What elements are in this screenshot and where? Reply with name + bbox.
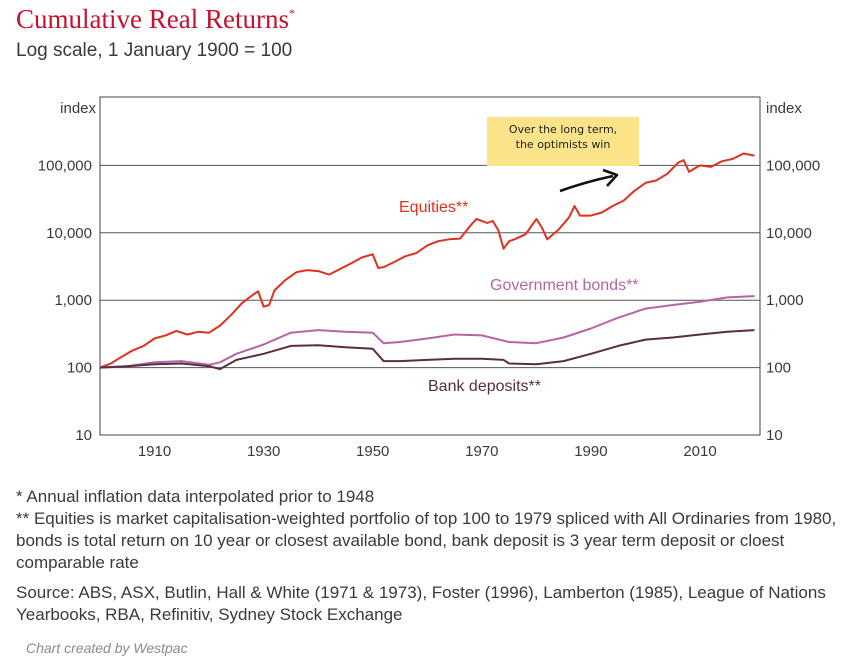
source-note: Source: ABS, ASX, Butlin, Hall & White (… bbox=[16, 583, 826, 624]
y-axis-right: 10 100 1,000 10,000 100,000 bbox=[766, 157, 820, 444]
series-label-government-bonds: Government bonds** bbox=[490, 277, 639, 294]
chart-subtitle: Log scale, 1 January 1900 = 100 bbox=[16, 40, 293, 61]
x-axis: 1910 1930 1950 1970 1990 2010 bbox=[138, 443, 717, 460]
y-tick-label-left: 10,000 bbox=[46, 225, 92, 242]
footnote-2: ** Equities is market capitalisation-wei… bbox=[16, 509, 837, 572]
annotation-line-1: Over the long term, bbox=[509, 123, 617, 136]
gridlines bbox=[100, 164, 760, 369]
sticky-note bbox=[487, 117, 639, 166]
y-tick-label-left: 1,000 bbox=[54, 292, 92, 309]
y-axis-right-label: index bbox=[766, 100, 802, 117]
chart-credit: Chart created by Westpac bbox=[26, 640, 188, 656]
y-tick-label-right: 100,000 bbox=[766, 157, 820, 174]
annotation-arrow-shaft bbox=[559, 174, 614, 193]
line-chart: 10 100 1,000 10,000 100,000 10 100 1,000 10,000… bbox=[38, 96, 820, 460]
series-labels: Equities** Government bonds** Bank deposit… bbox=[399, 199, 639, 395]
y-tick-label-left: 100 bbox=[67, 360, 92, 377]
y-tick-label-right: 10,000 bbox=[766, 225, 812, 242]
y-axis-left: 10 100 1,000 10,000 100,000 bbox=[38, 157, 92, 444]
x-tick-label: 1910 bbox=[138, 443, 171, 460]
x-tick-label: 1990 bbox=[574, 443, 607, 460]
series-line-government-bonds bbox=[99, 295, 755, 369]
y-tick-label-left: 100,000 bbox=[38, 157, 92, 174]
plot-frame bbox=[99, 96, 761, 436]
footnote-1: * Annual inflation data interpolated pri… bbox=[16, 487, 375, 506]
y-tick-label-left: 10 bbox=[75, 427, 92, 444]
x-tick-label: 2010 bbox=[683, 443, 716, 460]
annotation-line-2: the optimists win bbox=[516, 138, 611, 151]
annotation: Over the long term, the optimists win bbox=[487, 117, 639, 193]
y-tick-label-right: 1,000 bbox=[766, 292, 804, 309]
series-line-equities bbox=[99, 152, 755, 369]
series-label-equities: Equities** bbox=[399, 199, 468, 216]
annotation-arrow-head bbox=[602, 168, 619, 187]
x-tick-label: 1950 bbox=[356, 443, 389, 460]
chart-title: Cumulative Real Returns* bbox=[16, 4, 295, 35]
chart-title-mark: * bbox=[288, 6, 295, 20]
footnotes: * Annual inflation data interpolated pri… bbox=[16, 486, 846, 626]
series-label-bank-deposits: Bank deposits** bbox=[428, 378, 541, 395]
series-line-bank-deposits bbox=[99, 329, 755, 371]
y-axis-left-label: index bbox=[60, 100, 96, 117]
y-tick-label-right: 10 bbox=[766, 427, 783, 444]
y-tick-label-right: 100 bbox=[766, 360, 791, 377]
series-lines bbox=[99, 152, 755, 371]
x-tick-label: 1930 bbox=[247, 443, 280, 460]
x-tick-label: 1970 bbox=[465, 443, 498, 460]
chart-title-text: Cumulative Real Returns bbox=[16, 4, 289, 34]
